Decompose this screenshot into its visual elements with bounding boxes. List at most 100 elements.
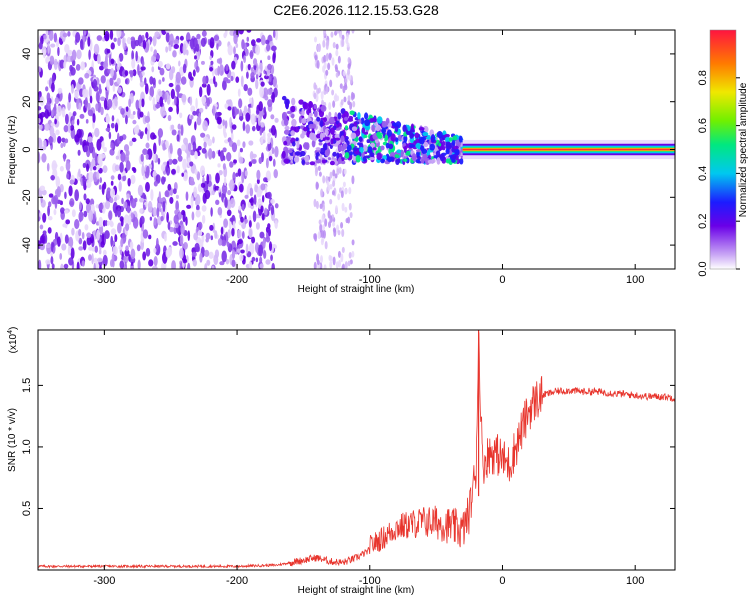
spectrogram-cell <box>296 141 300 149</box>
spectrogram-cell <box>83 145 89 153</box>
spectrogram-cell <box>201 30 207 37</box>
spectrogram-cell <box>271 147 275 155</box>
spectrogram-cell <box>226 209 232 217</box>
spectrogram-cell <box>337 250 341 258</box>
spectrogram-cell <box>165 248 171 259</box>
spectrogram-cell <box>88 141 94 154</box>
spectrogram-cell <box>127 214 132 226</box>
spectrogram-cell <box>397 134 402 141</box>
spectrogram-cell <box>251 125 256 132</box>
spectrogram-cell <box>56 186 61 198</box>
spectrogram-cell <box>39 243 45 251</box>
spectrogram-cell <box>125 149 130 157</box>
spectrogram-cell <box>132 69 137 77</box>
spectrogram-cell <box>223 131 228 139</box>
spectrogram-cell <box>332 256 336 266</box>
spectrogram-cell <box>145 153 149 160</box>
spectrogram-cell <box>152 151 156 163</box>
spectrogram-cell <box>325 129 329 136</box>
spectrogram-band <box>462 148 675 151</box>
spectrogram-cell <box>438 142 442 147</box>
spectrogram-cell <box>98 249 102 255</box>
spectrogram-cell <box>238 205 242 211</box>
spectrogram-cell <box>290 105 296 113</box>
spectrogram-cell <box>291 97 296 106</box>
spectrogram-cell <box>249 50 254 60</box>
spectrogram-cell <box>47 205 50 217</box>
spectrogram-cell <box>109 77 114 87</box>
spectrogram-cell <box>192 110 197 116</box>
spectrogram-cell <box>109 220 113 226</box>
spectrogram-cell <box>68 185 73 197</box>
spectrogram-cell <box>341 263 345 269</box>
spectrogram-cell <box>347 118 354 122</box>
colorbar-tick-label: 0.8 <box>697 70 709 85</box>
spectrogram-cell <box>370 142 376 148</box>
spectrogram-cell <box>403 145 407 154</box>
spectrogram-cell <box>79 38 84 50</box>
spectrogram-cell <box>453 145 459 150</box>
spectrogram-cell <box>272 158 276 167</box>
spectrogram-cell <box>422 131 429 137</box>
spectrogram-cell <box>270 125 276 136</box>
spectrogram-cell <box>329 215 333 224</box>
spectrogram-cell <box>308 123 314 130</box>
spectrogram-cell <box>249 97 253 104</box>
spectrogram-cell <box>86 163 90 172</box>
spectrogram-cell <box>45 56 50 64</box>
spectrogram-cell <box>330 127 335 135</box>
spectrogram-cell <box>274 30 279 41</box>
spectrogram-cell <box>104 30 110 42</box>
spectrogram-cell <box>152 134 157 140</box>
spectrogram-cell <box>415 149 422 153</box>
spectrogram-cell <box>156 237 159 250</box>
spectrogram-cell <box>451 138 456 146</box>
spectrogram-cell <box>98 224 104 235</box>
spectrogram-cell <box>193 186 198 198</box>
spectrogram-cell <box>337 193 341 201</box>
spectrogram-cell <box>344 206 348 213</box>
spectrogram-cell <box>59 165 64 172</box>
spectrogram-cell <box>168 226 174 233</box>
spectrogram-cell <box>38 259 42 269</box>
spectrogram-cell <box>258 101 263 112</box>
spectrogram-cell <box>78 77 84 85</box>
spectrogram-cell <box>83 30 87 36</box>
spectrogram-cell <box>203 141 207 149</box>
spectrogram-cell <box>200 132 206 138</box>
y-tick-label: 40 <box>21 48 33 60</box>
spectrogram-cell <box>229 197 236 209</box>
spectrogram-cell <box>315 152 320 157</box>
spectrogram-cell <box>47 227 52 234</box>
spectrogram-cell <box>110 228 117 235</box>
spectrogram-cell <box>120 217 124 227</box>
spectrogram-cell <box>376 152 382 161</box>
spectrogram-cell <box>42 212 47 223</box>
spectrogram-cell <box>110 67 115 78</box>
spectrogram-cell <box>96 229 100 241</box>
spectrogram-cell <box>185 191 189 201</box>
spectrogram-cell <box>322 39 326 48</box>
spectrogram-cell <box>155 54 160 60</box>
spectrogram-cell <box>232 171 236 182</box>
spectrogram-cell <box>267 55 271 61</box>
snr-plot-area <box>38 330 675 569</box>
spectrogram-cell <box>216 116 222 125</box>
spectrogram-cell <box>248 228 253 238</box>
spectrogram-cell <box>110 175 115 180</box>
spectrogram-cell <box>324 218 328 227</box>
spectrogram-cell <box>115 155 120 160</box>
spectrogram-cell <box>102 165 108 174</box>
spectrogram-cell <box>237 168 242 177</box>
spectrogram-cell <box>177 123 181 130</box>
spectrogram-cell <box>259 85 265 98</box>
spectrogram-cell <box>162 142 166 151</box>
spectrogram-cell <box>274 117 279 123</box>
spectrogram-cell <box>116 132 120 144</box>
spectrogram-cell <box>99 177 103 184</box>
spectrogram-cell <box>305 142 310 151</box>
spectrogram-cell <box>313 198 317 208</box>
spectrogram-cell <box>329 79 333 88</box>
spectrogram-cell <box>165 46 169 53</box>
